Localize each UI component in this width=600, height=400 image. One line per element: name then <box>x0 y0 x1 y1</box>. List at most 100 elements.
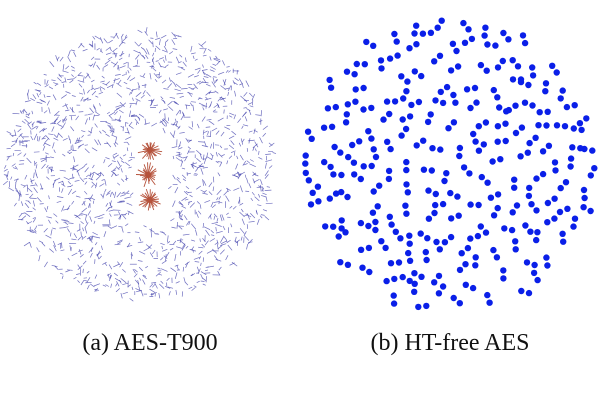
node-pair <box>489 156 504 165</box>
node <box>454 193 461 200</box>
netlist-edge <box>223 78 227 86</box>
netlist-edge <box>54 83 59 87</box>
netlist-edge <box>159 119 165 124</box>
netlist-edge <box>123 61 128 65</box>
node <box>512 246 519 253</box>
netlist-edge <box>60 249 65 252</box>
netlist-edge <box>108 39 113 44</box>
netlist-edge <box>51 79 56 82</box>
netlist-edge <box>27 123 32 130</box>
netlist-edge <box>215 55 218 59</box>
node-pair <box>447 189 461 200</box>
node-pair <box>437 83 451 96</box>
netlist-edge <box>107 162 113 168</box>
netlist-edge <box>61 94 67 99</box>
netlist-edge <box>80 231 82 238</box>
node <box>487 194 495 201</box>
netlist-edge <box>194 58 198 61</box>
node <box>413 41 420 48</box>
netlist-edge <box>20 215 27 221</box>
netlist-edge <box>48 107 51 114</box>
netlist-edge <box>87 89 90 94</box>
netlist-edge <box>136 290 142 293</box>
netlist-edge <box>19 190 22 198</box>
netlist-edge <box>250 213 256 219</box>
netlist-edge <box>53 110 60 117</box>
netlist-edge <box>8 187 15 192</box>
node <box>432 190 439 198</box>
node <box>338 188 345 196</box>
netlist-edge <box>205 91 211 96</box>
node-pair <box>467 232 482 242</box>
netlist-edge <box>221 154 225 157</box>
netlist-edge <box>40 100 47 103</box>
node <box>496 104 503 111</box>
netlist-edge <box>248 183 252 189</box>
netlist-edge <box>257 204 262 207</box>
netlist-edge <box>84 190 88 195</box>
netlist-edge <box>118 211 122 218</box>
node <box>483 67 490 74</box>
netlist-edge <box>214 255 219 261</box>
netlist-edge <box>103 159 106 164</box>
netlist-edge <box>25 115 30 119</box>
netlist-edge <box>117 65 119 70</box>
netlist-edge <box>238 173 243 176</box>
netlist-edge <box>62 122 66 128</box>
netlist-edge <box>137 280 140 286</box>
netlist-edge <box>191 273 196 277</box>
node <box>359 264 366 271</box>
node <box>542 80 550 87</box>
node <box>536 109 543 116</box>
netlist-edge <box>20 201 24 207</box>
node <box>372 226 379 234</box>
netlist-edge <box>215 130 220 135</box>
netlist-edge <box>120 102 127 108</box>
netlist-edge <box>120 168 123 173</box>
netlist-edge <box>126 87 131 90</box>
node <box>443 170 450 177</box>
netlist-edge <box>120 50 124 57</box>
netlist-edge <box>109 111 116 116</box>
netlist-edge <box>168 291 171 296</box>
netlist-edge <box>205 83 211 87</box>
node-pair <box>429 145 444 153</box>
netlist-edge <box>95 95 99 98</box>
netlist-edge <box>105 133 110 137</box>
node <box>344 261 352 268</box>
netlist-edge <box>185 190 189 194</box>
netlist-edge <box>166 277 170 281</box>
node-pair <box>528 201 540 214</box>
netlist-edge <box>81 200 86 206</box>
netlist-edge <box>67 56 72 63</box>
node-pair <box>360 162 375 170</box>
node-pair <box>490 86 501 101</box>
node-pair <box>391 30 400 45</box>
node <box>494 94 501 101</box>
netlist-edge <box>36 197 42 203</box>
node <box>427 29 435 36</box>
netlist-edge <box>152 52 155 57</box>
netlist-edge <box>25 113 30 116</box>
netlist-edge <box>26 157 32 164</box>
netlist-edge <box>218 266 222 271</box>
netlist-edge <box>160 242 165 246</box>
netlist-edge <box>244 174 247 178</box>
netlist-edge <box>112 47 118 53</box>
netlist-edge <box>229 112 235 116</box>
netlist-edge <box>170 218 175 222</box>
netlist-edge <box>89 107 95 114</box>
node <box>406 240 413 247</box>
netlist-edge <box>46 79 49 85</box>
netlist-edge <box>127 69 130 74</box>
netlist-edge <box>205 126 211 128</box>
netlist-edge <box>118 57 123 61</box>
node <box>439 99 447 107</box>
netlist-edge <box>226 239 228 243</box>
netlist-edge <box>191 239 196 242</box>
netlist-edge <box>179 110 182 115</box>
netlist-edge <box>208 104 212 109</box>
netlist-edge <box>63 208 70 211</box>
node-pair <box>576 115 590 127</box>
netlist-edge <box>265 159 273 163</box>
